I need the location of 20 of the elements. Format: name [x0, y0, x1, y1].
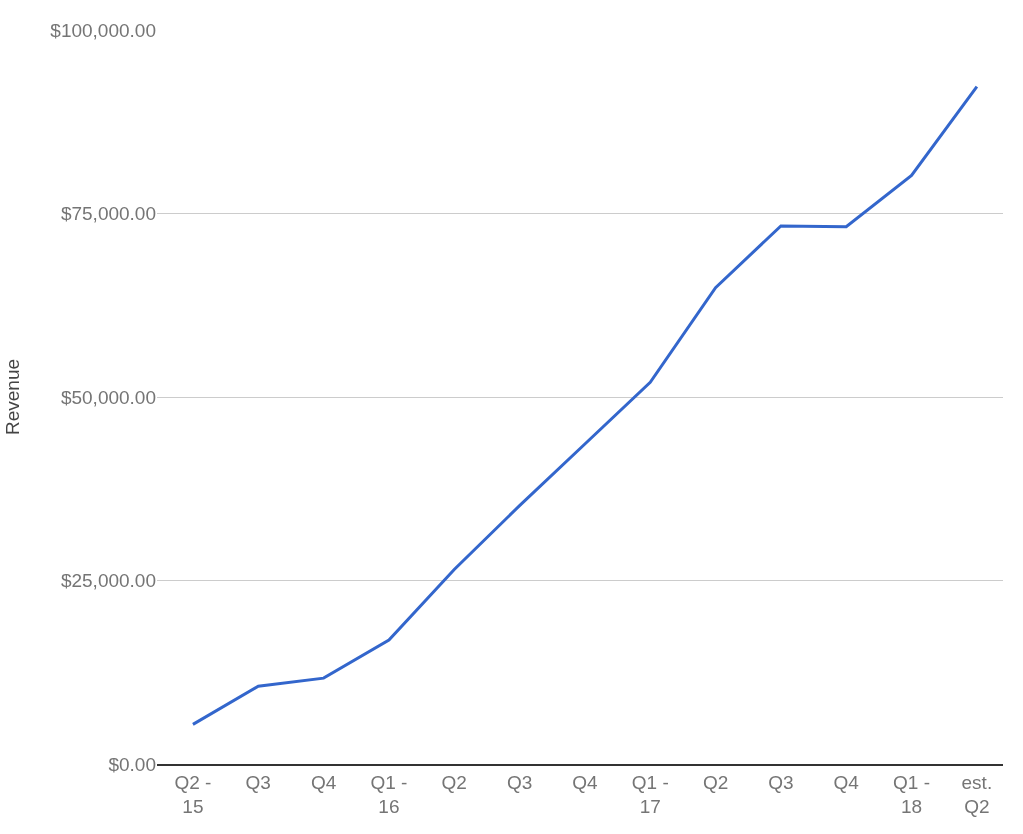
- x-tick-label: Q2: [702, 771, 729, 793]
- x-tick-label: Q2: [441, 771, 467, 793]
- x-tick-label: Q1 - 16: [370, 771, 408, 818]
- x-tick-label: Q3: [245, 771, 271, 793]
- y-axis-title: Revenue: [2, 358, 24, 436]
- y-tick-label: $100,000.00: [50, 19, 156, 41]
- x-tick-label: Q1 - 18: [893, 771, 931, 818]
- x-tick-label: Q4: [572, 771, 598, 793]
- x-tick-label: Q1 - 17: [631, 771, 669, 818]
- y-tick-label: $50,000.00: [60, 386, 156, 408]
- line-series: [191, 85, 979, 726]
- y-tick-label: $25,000.00: [60, 570, 156, 592]
- x-tick-label: Q2 - 15: [174, 771, 212, 818]
- y-tick-label: $0.00: [108, 753, 156, 775]
- x-tick-label: Q4: [310, 771, 337, 793]
- x-tick-label: Q3: [506, 771, 533, 793]
- x-tick-label: est. Q2: [961, 771, 993, 818]
- y-tick-label: $75,000.00: [60, 203, 156, 225]
- x-tick-label: Q3: [768, 771, 794, 793]
- x-tick-label: Q4: [833, 771, 860, 793]
